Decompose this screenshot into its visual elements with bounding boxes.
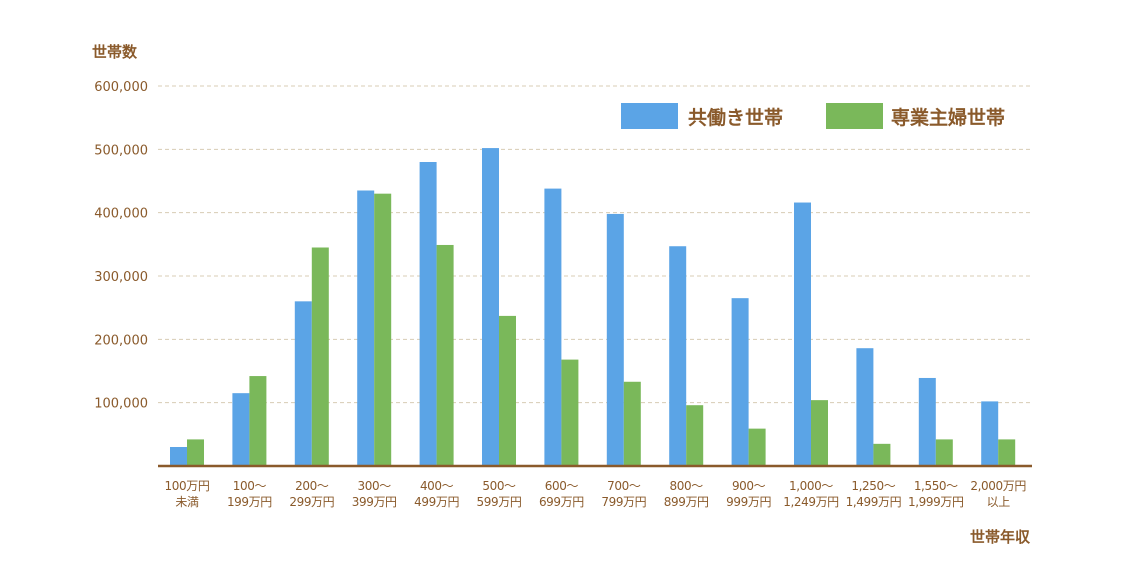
legend-label: 専業主婦世帯 — [891, 106, 1005, 129]
x-axis-title: 世帯年収 — [970, 528, 1031, 546]
x-tick-label-line: 200～ — [295, 479, 329, 493]
x-tick-label-line: 299万円 — [289, 495, 334, 509]
x-tick-label-line: 2,000万円 — [970, 479, 1026, 493]
bar-single-income — [374, 193, 392, 466]
x-tick-label: 600～ 699万円 — [539, 479, 584, 509]
x-tick-label: 200～ 299万円 — [289, 479, 334, 509]
legend-swatch — [621, 103, 678, 129]
bar-single-income — [311, 247, 329, 466]
x-tick-label-line: 1,499万円 — [846, 495, 902, 509]
x-tick-label-line: 1,999万円 — [908, 495, 964, 509]
x-tick-label-line: 699万円 — [539, 495, 584, 509]
bar-single-income — [623, 381, 641, 466]
bar-single-income — [686, 405, 704, 466]
x-tick-label-line: 399万円 — [352, 495, 397, 509]
bar-dual-income — [170, 447, 187, 466]
bar-dual-income — [669, 246, 687, 466]
bar-single-income — [748, 428, 766, 466]
bar-dual-income — [544, 188, 562, 466]
legend-label: 共働き世帯 — [688, 106, 783, 129]
bar-dual-income — [606, 213, 624, 466]
x-tick-label-line: 800～ — [670, 479, 704, 493]
x-tick-label-line: 1,000～ — [789, 479, 833, 493]
x-tick-label-line: 500～ — [482, 479, 516, 493]
bar-single-income — [561, 359, 579, 466]
y-tick-label: 600,000 — [94, 80, 148, 95]
bar-dual-income — [232, 393, 250, 466]
x-tick-label-line: 以上 — [987, 495, 1011, 509]
x-tick-label-line: 1,250～ — [851, 479, 895, 493]
x-tick-label-line: 599万円 — [477, 495, 522, 509]
x-tick-label: 800～ 899万円 — [664, 479, 709, 509]
x-tick-label-line: 300～ — [358, 479, 392, 493]
bar-single-income — [436, 244, 454, 466]
x-tick-label-line: 400～ — [420, 479, 454, 493]
bar-dual-income — [482, 148, 499, 467]
x-tick-label: 700～ 799万円 — [601, 479, 646, 509]
bar-dual-income — [357, 190, 375, 466]
bar-single-income — [873, 443, 891, 466]
x-tick-label: 900～ 999万円 — [726, 479, 771, 509]
x-tick-label-line: 未満 — [175, 495, 199, 509]
x-tick-label-line: 100～ — [233, 479, 267, 493]
x-tick-label: 1,000～ 1,249万円 — [783, 479, 839, 509]
x-tick-label-line: 999万円 — [726, 495, 771, 509]
bar-dual-income — [918, 377, 936, 466]
x-tick-label: 100～ 199万円 — [227, 479, 272, 509]
bar-dual-income — [294, 301, 312, 466]
x-tick-label-line: 700～ — [607, 479, 641, 493]
x-tick-label: 1,250～ 1,499万円 — [846, 479, 902, 509]
x-tick-label-line: 899万円 — [664, 495, 709, 509]
x-tick-label-line: 799万円 — [601, 495, 646, 509]
x-tick-label-line: 600～ — [545, 479, 579, 493]
legend: 共働き世帯 専業主婦世帯 — [621, 103, 1005, 129]
x-tick-label-line: 499万円 — [414, 495, 459, 509]
y-tick-label: 400,000 — [94, 207, 148, 222]
bar-single-income — [249, 376, 267, 466]
y-tick-label: 100,000 — [94, 397, 148, 412]
x-tick-label: 100万円未満 — [165, 479, 210, 509]
bar-single-income — [935, 439, 953, 466]
y-tick-label: 500,000 — [94, 143, 148, 158]
x-tick-label-line: 199万円 — [227, 495, 272, 509]
grid-layer — [158, 85, 1032, 404]
x-tick-label: 500～ 599万円 — [477, 479, 522, 509]
x-tick-label-line: 1,249万円 — [783, 495, 839, 509]
x-tick-label-line: 100万円 — [165, 479, 210, 493]
x-tick-label: 2,000万円以上 — [970, 479, 1026, 509]
bar-single-income — [499, 315, 516, 466]
x-tick-label: 300～ 399万円 — [352, 479, 397, 509]
x-tick-label: 400～ 499万円 — [414, 479, 459, 509]
legend-swatch — [826, 103, 883, 129]
bar-dual-income — [856, 348, 874, 466]
bar-dual-income — [981, 401, 999, 466]
y-tick-label: 200,000 — [94, 333, 148, 348]
bar-dual-income — [794, 202, 811, 467]
x-tick-label-line: 900～ — [732, 479, 766, 493]
x-tick-label: 1,550～ 1,999万円 — [908, 479, 964, 509]
bar-single-income — [811, 400, 828, 466]
bar-dual-income — [731, 298, 749, 466]
bar-single-income — [187, 439, 204, 466]
y-tick-label: 300,000 — [94, 270, 148, 285]
axis-layer: 100,000 200,000 300,000 400,000 500,000 600,0… — [94, 80, 1032, 509]
y-axis-title: 世帯数 — [92, 43, 138, 61]
x-tick-label-line: 1,550～ — [914, 479, 958, 493]
bar-dual-income — [419, 162, 437, 466]
bar-single-income — [998, 439, 1016, 466]
bars-layer — [170, 148, 1016, 467]
